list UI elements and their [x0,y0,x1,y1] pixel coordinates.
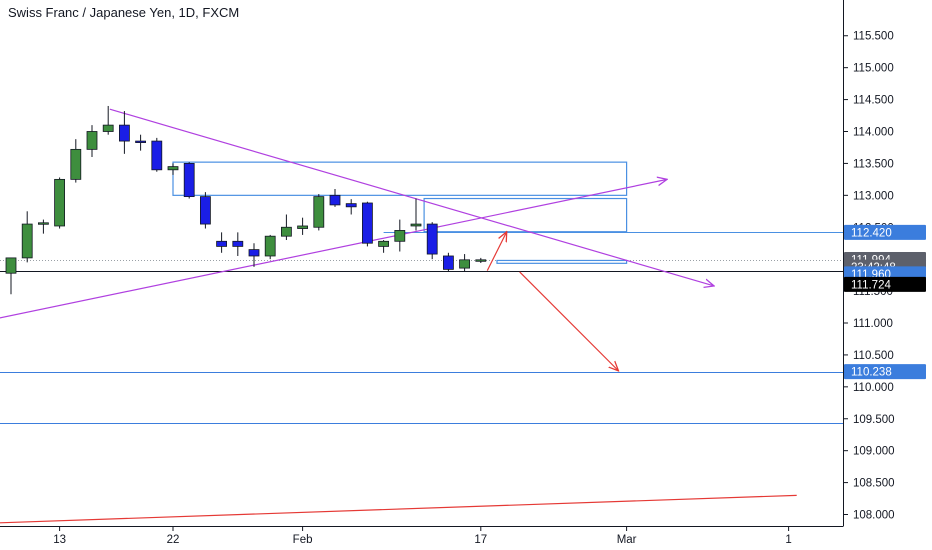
price-badge-label: 110.238 [851,367,892,379]
candle-body [329,194,341,206]
y-tick-label: 108.000 [853,510,895,522]
zone-rectangle [172,161,628,196]
candle-body [475,259,487,262]
triangle-trendline [0,179,667,319]
x-tick-label: 1 [785,534,791,546]
x-tick-label: 22 [167,534,180,546]
candle-body [378,240,390,247]
candle-body [410,223,422,227]
y-tick-label: 109.500 [853,414,895,426]
zone-rectangle [496,259,628,264]
price-badge [844,224,926,240]
candle-body [264,235,276,257]
candle-body [151,140,163,171]
y-tick-label: 115.000 [853,63,894,75]
candle-body [394,230,406,242]
candle-body [38,222,49,225]
y-tick-label: 108.500 [853,478,895,490]
candle-body [426,223,438,255]
candle-body [119,124,130,142]
projection-arrow [486,232,506,271]
x-tick-label: Mar [617,534,637,546]
candle-body [21,223,33,259]
candle-body [70,148,82,180]
price-badge-label: 112.420 [851,227,892,239]
x-tick-label: 17 [474,534,487,546]
candle-body [167,166,179,171]
projection-arrow [519,271,619,371]
x-tick-label: 13 [53,534,66,546]
y-tick-label: 113.500 [853,158,894,170]
y-tick-label: 109.000 [853,446,895,458]
candle-body [248,249,260,257]
triangle-trendline [109,108,714,286]
price-badge [844,364,926,380]
candle-body [297,225,309,229]
candle-body [86,131,98,150]
candle-body [54,178,65,227]
price-badge-label: 111.724 [851,279,891,291]
candle-body [5,257,17,274]
candle-body [313,196,325,228]
y-tick-label: 110.000 [853,382,894,394]
y-tick-label: 114.000 [853,127,894,139]
candle-body [135,140,147,143]
candle-body [216,240,228,247]
candle-body [102,124,114,132]
zone-rectangle [423,197,628,233]
x-tick-label: Feb [293,534,313,546]
red-trendline [0,494,797,524]
candle-body [232,240,244,247]
candle-body [199,196,211,225]
price-badge [844,276,926,292]
candle-body [459,259,471,269]
y-tick-label: 114.500 [853,95,894,107]
y-tick-label: 110.500 [853,350,894,362]
candle-body [280,226,292,237]
candle-body [183,163,195,198]
candle-body [361,202,373,244]
candle-body [442,255,454,270]
y-tick-label: 113.000 [853,190,894,202]
chart-title: Swiss Franc / Japanese Yen, 1D, FXCM [8,5,240,20]
y-tick-label: 111.000 [853,318,893,330]
candle-body [345,203,357,208]
y-tick-label: 115.500 [853,31,894,43]
